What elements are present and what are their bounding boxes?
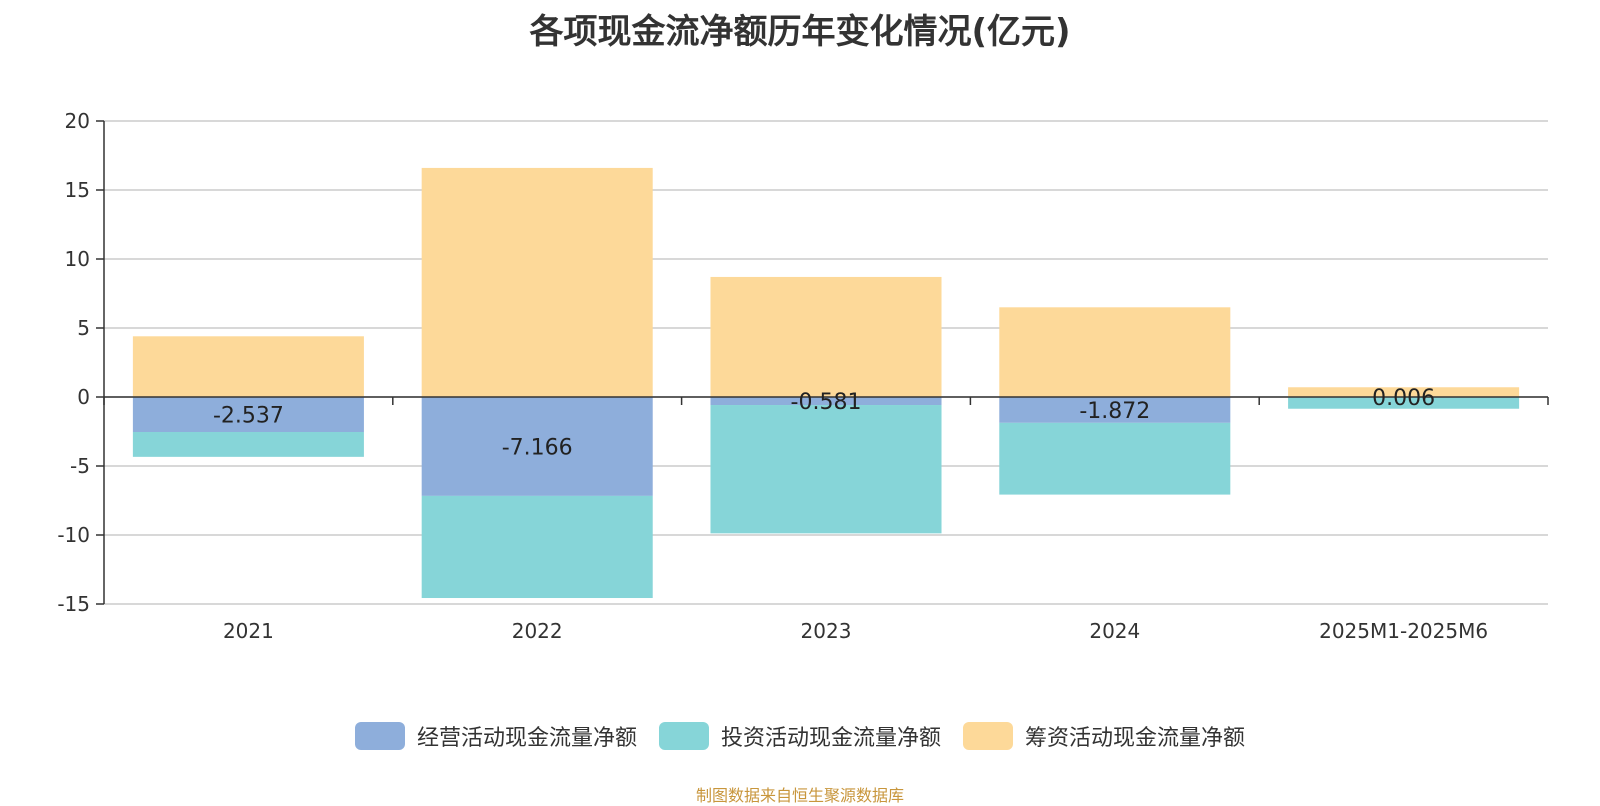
bar-segment [422, 168, 653, 397]
legend-label-financing: 筹资活动现金流量净额 [1025, 720, 1245, 752]
y-tick-label: 15 [65, 178, 90, 202]
data-label: 0.006 [1372, 386, 1435, 411]
source-note: 制图数据来自恒生聚源数据库 [0, 782, 1600, 806]
bar-segment [710, 405, 941, 533]
legend-label-operating: 经营活动现金流量净额 [417, 720, 637, 752]
data-label: -0.581 [791, 390, 862, 415]
legend-item-operating[interactable]: 经营活动现金流量净额 [355, 720, 637, 752]
y-tick-label: 0 [77, 385, 90, 409]
bar-segment [999, 423, 1230, 495]
data-label: -1.872 [1079, 399, 1150, 424]
y-tick-label: 20 [65, 109, 90, 133]
bar-segment [710, 277, 941, 397]
y-tick-label: 5 [77, 316, 90, 340]
x-tick-label: 2022 [512, 619, 563, 643]
y-tick-label: 10 [65, 247, 90, 271]
bar-segment [999, 307, 1230, 397]
data-label: -2.537 [213, 404, 284, 429]
x-tick-label: 2025M1-2025M6 [1319, 619, 1488, 643]
legend-swatch-operating [355, 722, 405, 750]
legend-item-investing[interactable]: 投资活动现金流量净额 [659, 720, 941, 752]
x-tick-label: 2023 [801, 619, 852, 643]
y-tick-label: -15 [57, 592, 90, 616]
legend-swatch-financing [963, 722, 1013, 750]
y-tick-label: -5 [70, 454, 90, 478]
data-label: -7.166 [502, 435, 573, 460]
legend-label-investing: 投资活动现金流量净额 [721, 720, 941, 752]
legend: 经营活动现金流量净额 投资活动现金流量净额 筹资活动现金流量净额 [0, 720, 1600, 752]
bar-segment [133, 432, 364, 457]
legend-swatch-investing [659, 722, 709, 750]
y-tick-label: -10 [57, 523, 90, 547]
x-tick-label: 2024 [1089, 619, 1140, 643]
bar-segment [422, 496, 653, 598]
x-tick-label: 2021 [223, 619, 274, 643]
legend-item-financing[interactable]: 筹资活动现金流量净额 [963, 720, 1245, 752]
bar-segment [133, 336, 364, 397]
